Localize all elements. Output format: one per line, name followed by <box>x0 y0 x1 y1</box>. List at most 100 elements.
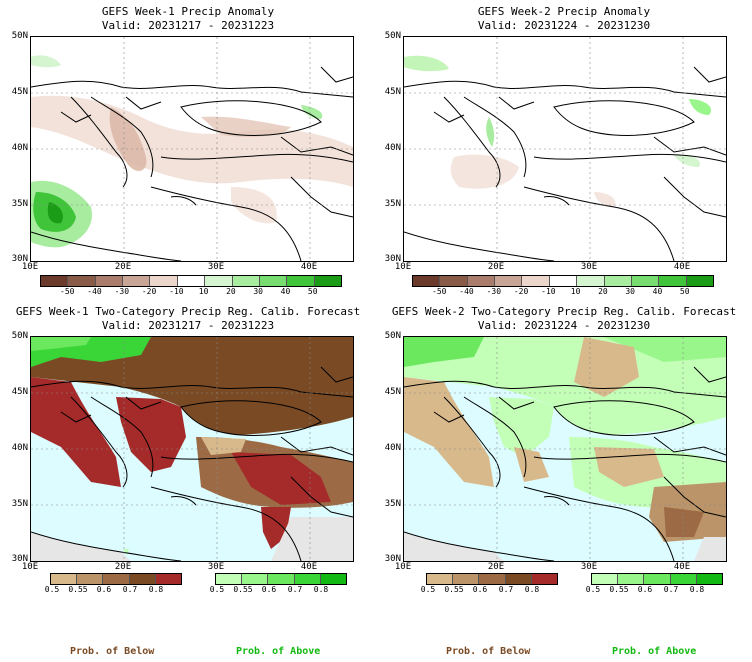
lat-label: 45N <box>384 87 401 97</box>
above-colorbar-labels: 0.5 0.55 0.6 0.7 0.8 <box>205 585 355 597</box>
anomaly-colorbar <box>40 275 342 287</box>
colorbar-swatch <box>177 276 206 286</box>
colorbar-swatch <box>549 276 578 286</box>
lon-label: 10E <box>21 562 39 572</box>
colorbar-tick-label: 20 <box>226 287 236 296</box>
panel-title: GEFS Week-2 Two-Category Precip Reg. Cal… <box>391 305 737 318</box>
colorbar-swatch <box>413 276 441 286</box>
lat-label: 40N <box>11 143 28 153</box>
colorbar-swatch <box>103 574 130 584</box>
lon-label: 40E <box>300 262 318 272</box>
colorbar-tick-label: -50 <box>432 287 447 296</box>
colorbar-tick-label: 0.6 <box>96 585 112 594</box>
colorbar-swatch <box>531 574 558 584</box>
panel-valid-date: Valid: 20231224 - 20231230 <box>477 19 651 32</box>
colorbar-tick-label: 50 <box>307 287 318 296</box>
colorbar-tick-label: 0.55 <box>233 585 253 594</box>
lat-label: 30N <box>384 554 401 564</box>
panel-week2-two-category: GEFS Week-2 Two-Category Precip Reg. Cal… <box>376 300 752 600</box>
colorbar-tick-label: 40 <box>280 287 291 296</box>
colorbar-swatch <box>453 574 480 584</box>
anomaly-map <box>30 36 354 262</box>
colorbar-tick-label: 0.7 <box>122 585 138 594</box>
footer-prob-above: Prob. of Above <box>236 646 321 657</box>
colorbar-swatch <box>479 574 506 584</box>
colorbar-tick-label: -30 <box>114 287 130 296</box>
colorbar-swatch <box>294 574 321 584</box>
colorbar-tick-label: 0.5 <box>209 585 225 594</box>
colorbar-swatch <box>644 574 671 584</box>
lon-label: 30E <box>580 562 598 572</box>
colorbar-tick-label: -30 <box>486 287 502 296</box>
colorbar-swatch <box>577 276 605 286</box>
lon-label: 10E <box>394 262 412 272</box>
colorbar-tick-label: 10 <box>198 287 209 296</box>
panel-valid-date: Valid: 20231224 - 20231230 <box>477 319 651 332</box>
colorbar-tick-label: 0.55 <box>68 585 88 594</box>
colorbar-tick-label: 0.5 <box>44 585 60 594</box>
above-colorbar <box>591 573 723 585</box>
colorbar-tick-label: 0.8 <box>689 585 705 594</box>
colorbar-swatch <box>123 276 151 286</box>
colorbar-tick-label: 30 <box>253 287 263 296</box>
lon-label: 20E <box>487 562 505 572</box>
colorbar-swatch <box>242 574 269 584</box>
colorbar-tick-label: 50 <box>679 287 690 296</box>
lon-label: 20E <box>114 262 132 272</box>
colorbar-swatch <box>216 574 243 584</box>
colorbar-tick-label: -10 <box>541 287 556 296</box>
colorbar-tick-label: 0.6 <box>261 585 277 594</box>
colorbar-swatch <box>495 276 523 286</box>
lon-label: 30E <box>207 262 225 272</box>
panel-week2-anomaly: GEFS Week-2 Precip Anomaly Valid: 202312… <box>376 0 752 300</box>
colorbar-swatch <box>314 276 341 286</box>
colorbar-tick-label: -20 <box>513 287 529 296</box>
colorbar-tick-label: -10 <box>169 287 184 296</box>
lat-label: 45N <box>384 387 401 397</box>
colorbar-tick-label: -40 <box>87 287 102 296</box>
colorbar-swatch <box>659 276 687 286</box>
colorbar-swatch <box>696 574 723 584</box>
lat-label: 35N <box>11 199 28 209</box>
colorbar-tick-label: 0.6 <box>637 585 653 594</box>
colorbar-swatch <box>631 276 660 286</box>
colorbar-swatch <box>155 574 182 584</box>
below-colorbar <box>50 573 182 585</box>
panel-title: GEFS Week-1 Precip Anomaly <box>101 5 275 18</box>
colorbar-swatch <box>205 276 233 286</box>
below-colorbar <box>426 573 558 585</box>
footer-prob-below: Prob. of Below <box>70 646 155 657</box>
colorbar-swatch <box>686 276 713 286</box>
colorbar-swatch <box>320 574 347 584</box>
lat-label: 40N <box>11 443 28 453</box>
footer-prob-below: Prob. of Below <box>446 646 531 657</box>
lat-label: 30N <box>11 554 28 564</box>
lat-label: 50N <box>11 31 28 41</box>
lon-label: 20E <box>487 262 505 272</box>
below-colorbar-labels: 0.5 0.55 0.6 0.7 0.8 <box>40 585 190 597</box>
below-colorbar-labels: 0.5 0.55 0.6 0.7 0.8 <box>416 585 566 597</box>
panel-title: GEFS Week-1 Two-Category Precip Reg. Cal… <box>15 305 361 318</box>
colorbar-tick-label: 0.7 <box>287 585 303 594</box>
colorbar-swatch <box>51 574 78 584</box>
panel-week1-two-category: GEFS Week-1 Two-Category Precip Reg. Cal… <box>0 300 376 600</box>
lon-label: 20E <box>114 562 132 572</box>
above-colorbar <box>215 573 347 585</box>
lon-label: 40E <box>673 262 691 272</box>
colorbar-tick-label: 0.7 <box>663 585 679 594</box>
panel-valid-date: Valid: 20231217 - 20231223 <box>101 319 275 332</box>
colorbar-swatch <box>129 574 156 584</box>
colorbar-tick-label: 0.5 <box>585 585 601 594</box>
colorbar-tick-label: 20 <box>598 287 608 296</box>
lat-label: 35N <box>384 499 401 509</box>
anomaly-colorbar-labels: -50 -40 -30 -20 -10 10 20 30 40 50 <box>40 287 342 299</box>
colorbar-swatch <box>505 574 532 584</box>
lat-label: 40N <box>384 443 401 453</box>
colorbar-swatch <box>150 276 178 286</box>
colorbar-swatch <box>95 276 124 286</box>
colorbar-tick-label: 0.55 <box>444 585 464 594</box>
anomaly-colorbar <box>412 275 714 287</box>
colorbar-tick-label: 10 <box>570 287 581 296</box>
colorbar-swatch <box>440 276 468 286</box>
lon-label: 10E <box>394 562 412 572</box>
